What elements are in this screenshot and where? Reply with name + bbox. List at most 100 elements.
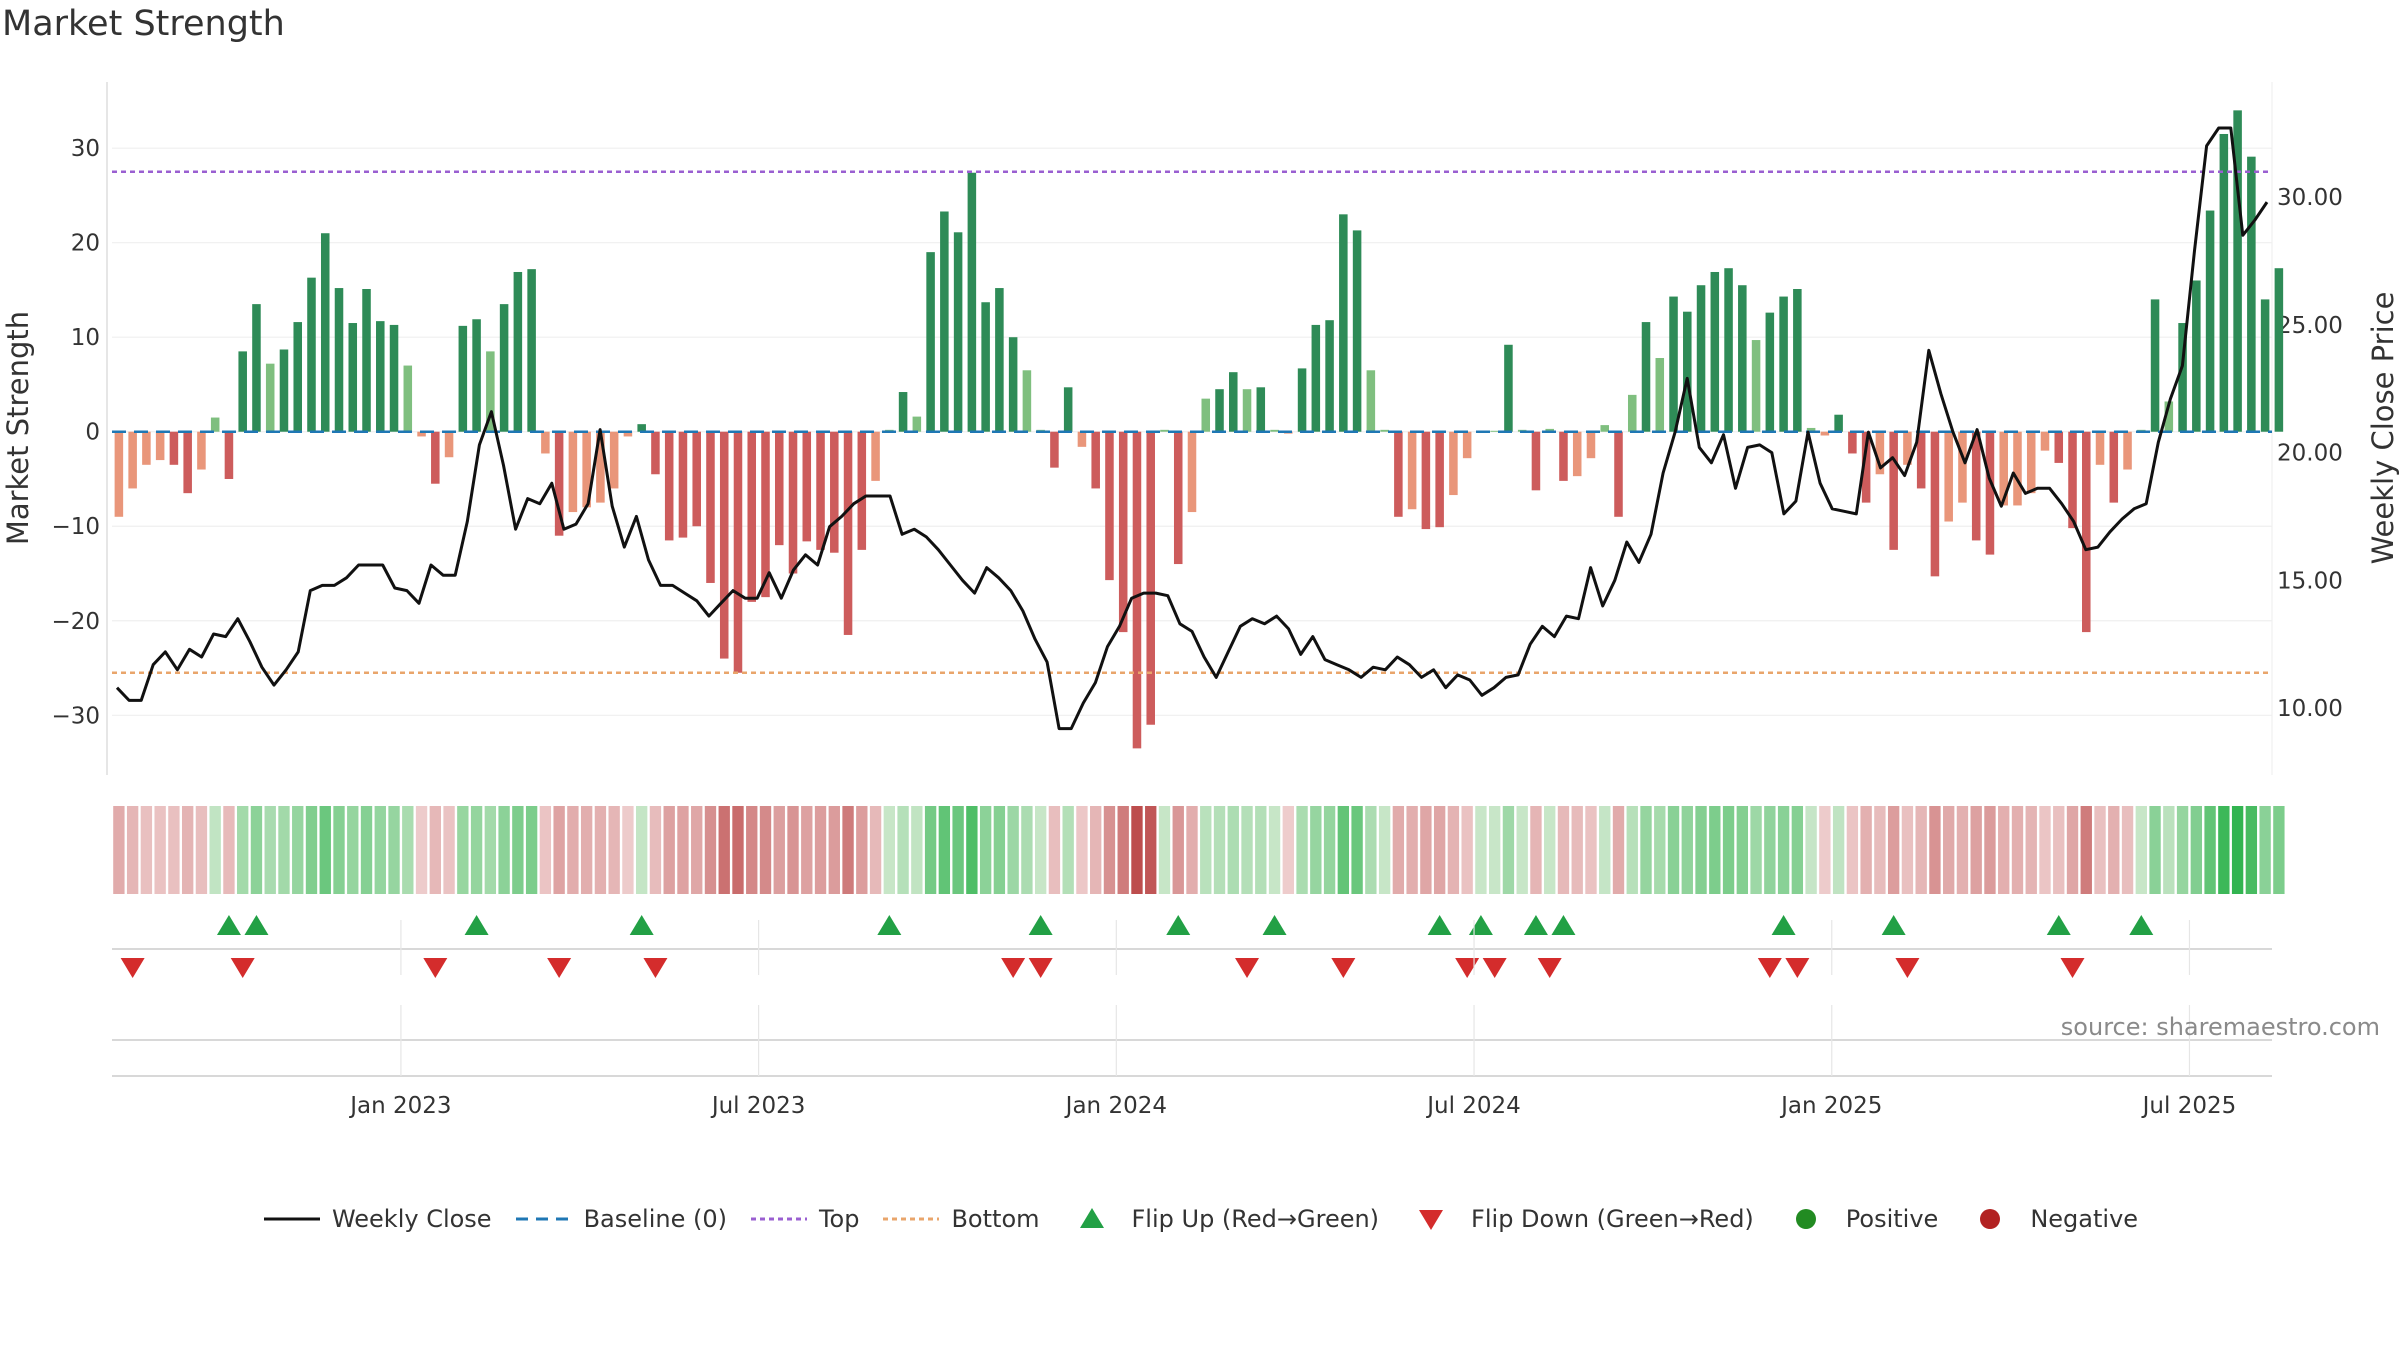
flip-up-marker xyxy=(464,915,489,935)
strength-bar xyxy=(1834,414,1843,432)
legend-label: Baseline (0) xyxy=(583,1205,727,1233)
heat-strip-cell xyxy=(181,806,194,894)
strength-bar xyxy=(637,424,646,432)
legend-label: Bottom xyxy=(951,1205,1040,1233)
legend-label: Weekly Close xyxy=(331,1205,492,1233)
heat-strip-cell xyxy=(484,806,497,894)
strength-bar xyxy=(816,431,825,550)
heat-strip-cell xyxy=(1695,806,1707,894)
heat-strip-cell xyxy=(1296,806,1308,894)
heat-strip-cell xyxy=(154,806,166,894)
market-strength-chart: 30 20 10 0 −10 −20 −30 30.00 25.00 20.00 15.00 10.0… xyxy=(1,82,2400,1119)
strength-bar xyxy=(1339,214,1348,432)
flip-up-marker xyxy=(1468,915,1493,935)
legend-item-top: Top xyxy=(749,1205,860,1233)
heat-strip-cell xyxy=(1681,806,1693,894)
strength-bar xyxy=(1559,431,1568,481)
heat-strip-cell xyxy=(952,806,964,894)
heat-strip-cell xyxy=(2218,806,2230,894)
baseline-swatch-icon xyxy=(515,1217,572,1221)
heat-strip-cell xyxy=(636,806,648,894)
heat-strip-cell xyxy=(704,806,717,894)
heat-strip-cell xyxy=(2080,806,2092,894)
heat-strip-cell xyxy=(1227,806,1239,894)
strength-bar xyxy=(1586,431,1596,459)
strength-bar xyxy=(1614,431,1623,517)
heat-strip-cell xyxy=(2231,806,2244,894)
strength-bar xyxy=(1352,230,1362,432)
heat-strip-cell xyxy=(1365,806,1377,894)
heat-strip-cell xyxy=(814,806,827,894)
strength-bar xyxy=(1627,394,1637,432)
flip-down-marker xyxy=(1235,958,1260,978)
heat-strip-cell xyxy=(608,806,620,894)
strength-bar xyxy=(1173,431,1183,565)
x-tick-label: Jul 2023 xyxy=(710,1093,806,1119)
strength-bar xyxy=(664,431,674,541)
heat-strip-cell xyxy=(498,806,510,894)
strength-bar xyxy=(623,431,633,437)
heat-strip-cell xyxy=(1378,806,1391,894)
strength-bar xyxy=(1504,344,1513,432)
strength-bar xyxy=(1270,429,1279,432)
strength-bar xyxy=(252,304,261,432)
heat-strip-cell xyxy=(388,806,400,894)
strength-bar xyxy=(692,431,701,527)
strength-bar xyxy=(2026,431,2036,494)
heat-strip-cell xyxy=(305,806,318,894)
y2-tick-label: 30.00 xyxy=(2277,185,2343,211)
strength-bar xyxy=(953,232,963,432)
strength-bar xyxy=(1449,431,1458,496)
strength-bar xyxy=(995,288,1004,432)
heat-strip-cell xyxy=(2094,806,2106,894)
strength-bar xyxy=(582,431,591,508)
heat-strip-cell xyxy=(883,806,896,894)
strength-bar xyxy=(609,431,619,489)
strength-bar xyxy=(1999,431,2008,506)
heat-strip-cell xyxy=(250,806,263,894)
strength-bar xyxy=(1022,370,1032,432)
y-tick-label: 10 xyxy=(71,325,100,351)
flip-down-marker xyxy=(1785,958,1810,978)
heat-strip-cell xyxy=(1351,806,1363,894)
heat-strip-cell xyxy=(1612,806,1625,894)
strength-bar xyxy=(1187,431,1197,513)
heat-strip-cell xyxy=(979,806,992,894)
heat-strip-cell xyxy=(539,806,552,894)
strength-bar xyxy=(596,431,605,503)
heat-strip-cell xyxy=(856,806,868,894)
strength-bar xyxy=(2123,431,2132,470)
heat-strip-cell xyxy=(1310,806,1322,894)
heat-strip-cell xyxy=(333,806,345,894)
strength-bar xyxy=(320,233,330,432)
x-axis: Jan 2023 Jul 2023 Jan 2024 Jul 2024 Jan 2025… xyxy=(348,920,2236,1119)
strength-bar xyxy=(1462,431,1472,459)
strength-bar xyxy=(1105,431,1114,581)
y2-axis-label: Weekly Close Price xyxy=(2366,292,2400,565)
heat-strip-cell xyxy=(1819,806,1831,894)
heat-strip-cell xyxy=(1832,806,1845,894)
flip-up-marker xyxy=(1523,915,1548,935)
flip-down-marker xyxy=(120,958,145,978)
strength-bar xyxy=(2054,431,2064,463)
heat-strip-cell xyxy=(1392,806,1405,894)
strength-bar xyxy=(802,431,812,542)
strength-bar xyxy=(857,431,867,550)
flip-down-marker xyxy=(1895,958,1920,978)
heat-strip-cell xyxy=(594,806,607,894)
strength-bar xyxy=(431,431,440,484)
heat-strip-cell xyxy=(2273,806,2285,894)
heat-strip-cell xyxy=(580,806,593,894)
y-axis-label: Market Strength xyxy=(1,311,35,545)
strength-bar xyxy=(2095,431,2105,465)
legend-label: Top xyxy=(818,1205,860,1233)
heat-strip-cell xyxy=(691,806,703,894)
strength-bar xyxy=(238,351,247,432)
strength-bar xyxy=(1958,431,1967,503)
strength-bar xyxy=(334,288,344,432)
heat-strip-cell xyxy=(1998,806,2010,894)
heat-strip-cell xyxy=(1654,806,1666,894)
heat-strip-cell xyxy=(1984,806,1996,894)
strength-bar xyxy=(1531,431,1541,491)
heat-strip-cell xyxy=(264,806,276,894)
